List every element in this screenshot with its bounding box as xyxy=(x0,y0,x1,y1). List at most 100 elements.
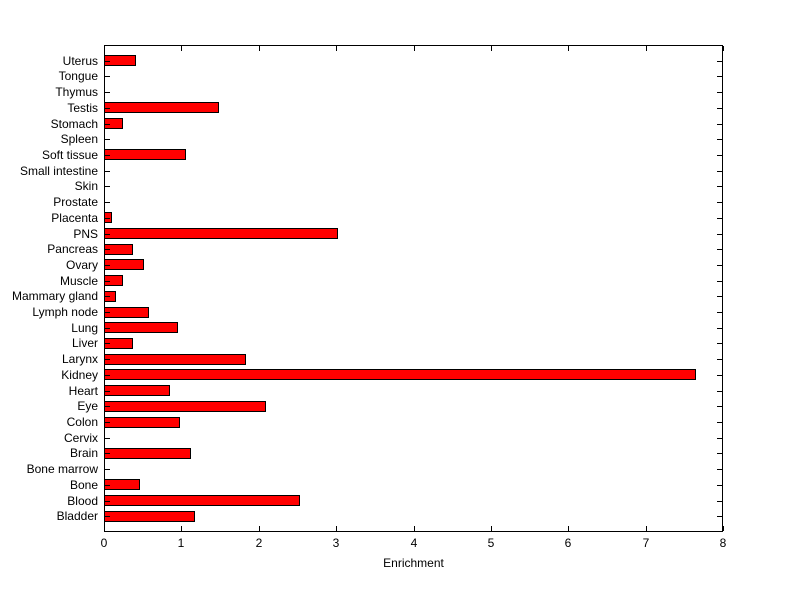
y-tick-mark xyxy=(105,375,110,376)
y-tick-label: Heart xyxy=(68,383,98,398)
x-tick-mark xyxy=(181,526,182,531)
y-tick-label: Placenta xyxy=(51,210,98,225)
y-tick-label: Bone xyxy=(69,477,98,492)
x-tick-mark xyxy=(491,46,492,51)
bar xyxy=(104,417,180,428)
y-tick-mark xyxy=(717,296,722,297)
bar xyxy=(104,354,246,365)
y-tick-mark xyxy=(105,108,110,109)
y-tick-label: Brain xyxy=(69,446,98,461)
bar xyxy=(104,448,191,459)
x-tick-label: 7 xyxy=(642,536,650,550)
bar xyxy=(104,291,116,302)
bar xyxy=(104,118,123,129)
y-tick-mark xyxy=(717,469,722,470)
bar xyxy=(104,102,219,113)
y-tick-mark xyxy=(717,516,722,517)
y-tick-label: Bladder xyxy=(56,509,98,524)
bar xyxy=(104,495,300,506)
y-tick-mark xyxy=(105,124,110,125)
y-tick-mark xyxy=(717,343,722,344)
y-tick-mark xyxy=(717,438,722,439)
y-tick-label: Thymus xyxy=(55,85,98,100)
y-tick-label: PNS xyxy=(73,226,98,241)
y-tick-mark xyxy=(717,312,722,313)
y-tick-mark xyxy=(105,312,110,313)
y-tick-mark xyxy=(105,92,110,93)
y-tick-label: Lung xyxy=(71,320,98,335)
y-tick-mark xyxy=(717,139,722,140)
y-tick-mark xyxy=(105,218,110,219)
y-tick-mark xyxy=(717,61,722,62)
x-tick-mark xyxy=(646,526,647,531)
y-tick-mark xyxy=(105,281,110,282)
bar xyxy=(104,307,149,318)
bar xyxy=(104,259,144,270)
y-tick-label: Cervix xyxy=(63,430,98,445)
x-tick-mark xyxy=(723,46,724,51)
x-tick-mark xyxy=(568,46,569,51)
bar xyxy=(104,55,136,66)
y-tick-mark xyxy=(717,155,722,156)
y-tick-label: Kidney xyxy=(61,367,98,382)
y-tick-mark xyxy=(105,406,110,407)
y-tick-mark xyxy=(717,375,722,376)
y-tick-mark xyxy=(105,343,110,344)
bar xyxy=(104,149,186,160)
y-tick-mark xyxy=(105,359,110,360)
y-tick-mark xyxy=(717,281,722,282)
x-tick-label: 3 xyxy=(332,536,340,550)
bar xyxy=(104,244,133,255)
y-tick-label: Blood xyxy=(67,493,98,508)
x-tick-mark xyxy=(414,526,415,531)
y-tick-mark xyxy=(717,265,722,266)
bar xyxy=(104,401,266,412)
y-tick-label: Lymph node xyxy=(32,305,98,320)
x-tick-mark xyxy=(104,526,105,531)
y-tick-label: Testis xyxy=(67,100,98,115)
x-tick-label: 4 xyxy=(410,536,418,550)
x-tick-mark xyxy=(259,526,260,531)
y-tick-mark xyxy=(717,249,722,250)
bar xyxy=(104,212,112,223)
y-tick-label: Bone marrow xyxy=(26,462,98,477)
x-tick-label: 1 xyxy=(177,536,185,550)
y-tick-mark xyxy=(717,391,722,392)
y-tick-mark xyxy=(717,406,722,407)
x-tick-mark xyxy=(336,526,337,531)
bar xyxy=(104,275,123,286)
y-tick-label: Liver xyxy=(71,336,98,351)
y-tick-label: Larynx xyxy=(61,352,98,367)
y-tick-mark xyxy=(105,453,110,454)
y-tick-label: Tongue xyxy=(58,69,98,84)
y-tick-mark xyxy=(105,501,110,502)
x-tick-mark xyxy=(104,46,105,51)
y-tick-mark xyxy=(717,124,722,125)
y-tick-mark xyxy=(105,391,110,392)
x-tick-mark xyxy=(259,46,260,51)
y-tick-mark xyxy=(717,76,722,77)
bar xyxy=(104,369,696,380)
x-tick-mark xyxy=(414,46,415,51)
y-tick-mark xyxy=(717,453,722,454)
x-tick-mark xyxy=(723,526,724,531)
bar xyxy=(104,322,178,333)
y-tick-mark xyxy=(105,469,110,470)
y-tick-mark xyxy=(105,202,110,203)
bar xyxy=(104,228,338,239)
y-tick-mark xyxy=(105,139,110,140)
x-tick-label: 5 xyxy=(487,536,495,550)
x-tick-mark xyxy=(181,46,182,51)
y-tick-mark xyxy=(105,155,110,156)
y-tick-mark xyxy=(717,359,722,360)
x-tick-label: 6 xyxy=(564,536,572,550)
y-tick-mark xyxy=(105,422,110,423)
x-tick-label: 0 xyxy=(100,536,108,550)
y-tick-mark xyxy=(717,501,722,502)
y-tick-label: Colon xyxy=(66,415,98,430)
bar xyxy=(104,338,133,349)
bar xyxy=(104,511,195,522)
y-tick-mark xyxy=(717,422,722,423)
y-tick-mark xyxy=(717,234,722,235)
